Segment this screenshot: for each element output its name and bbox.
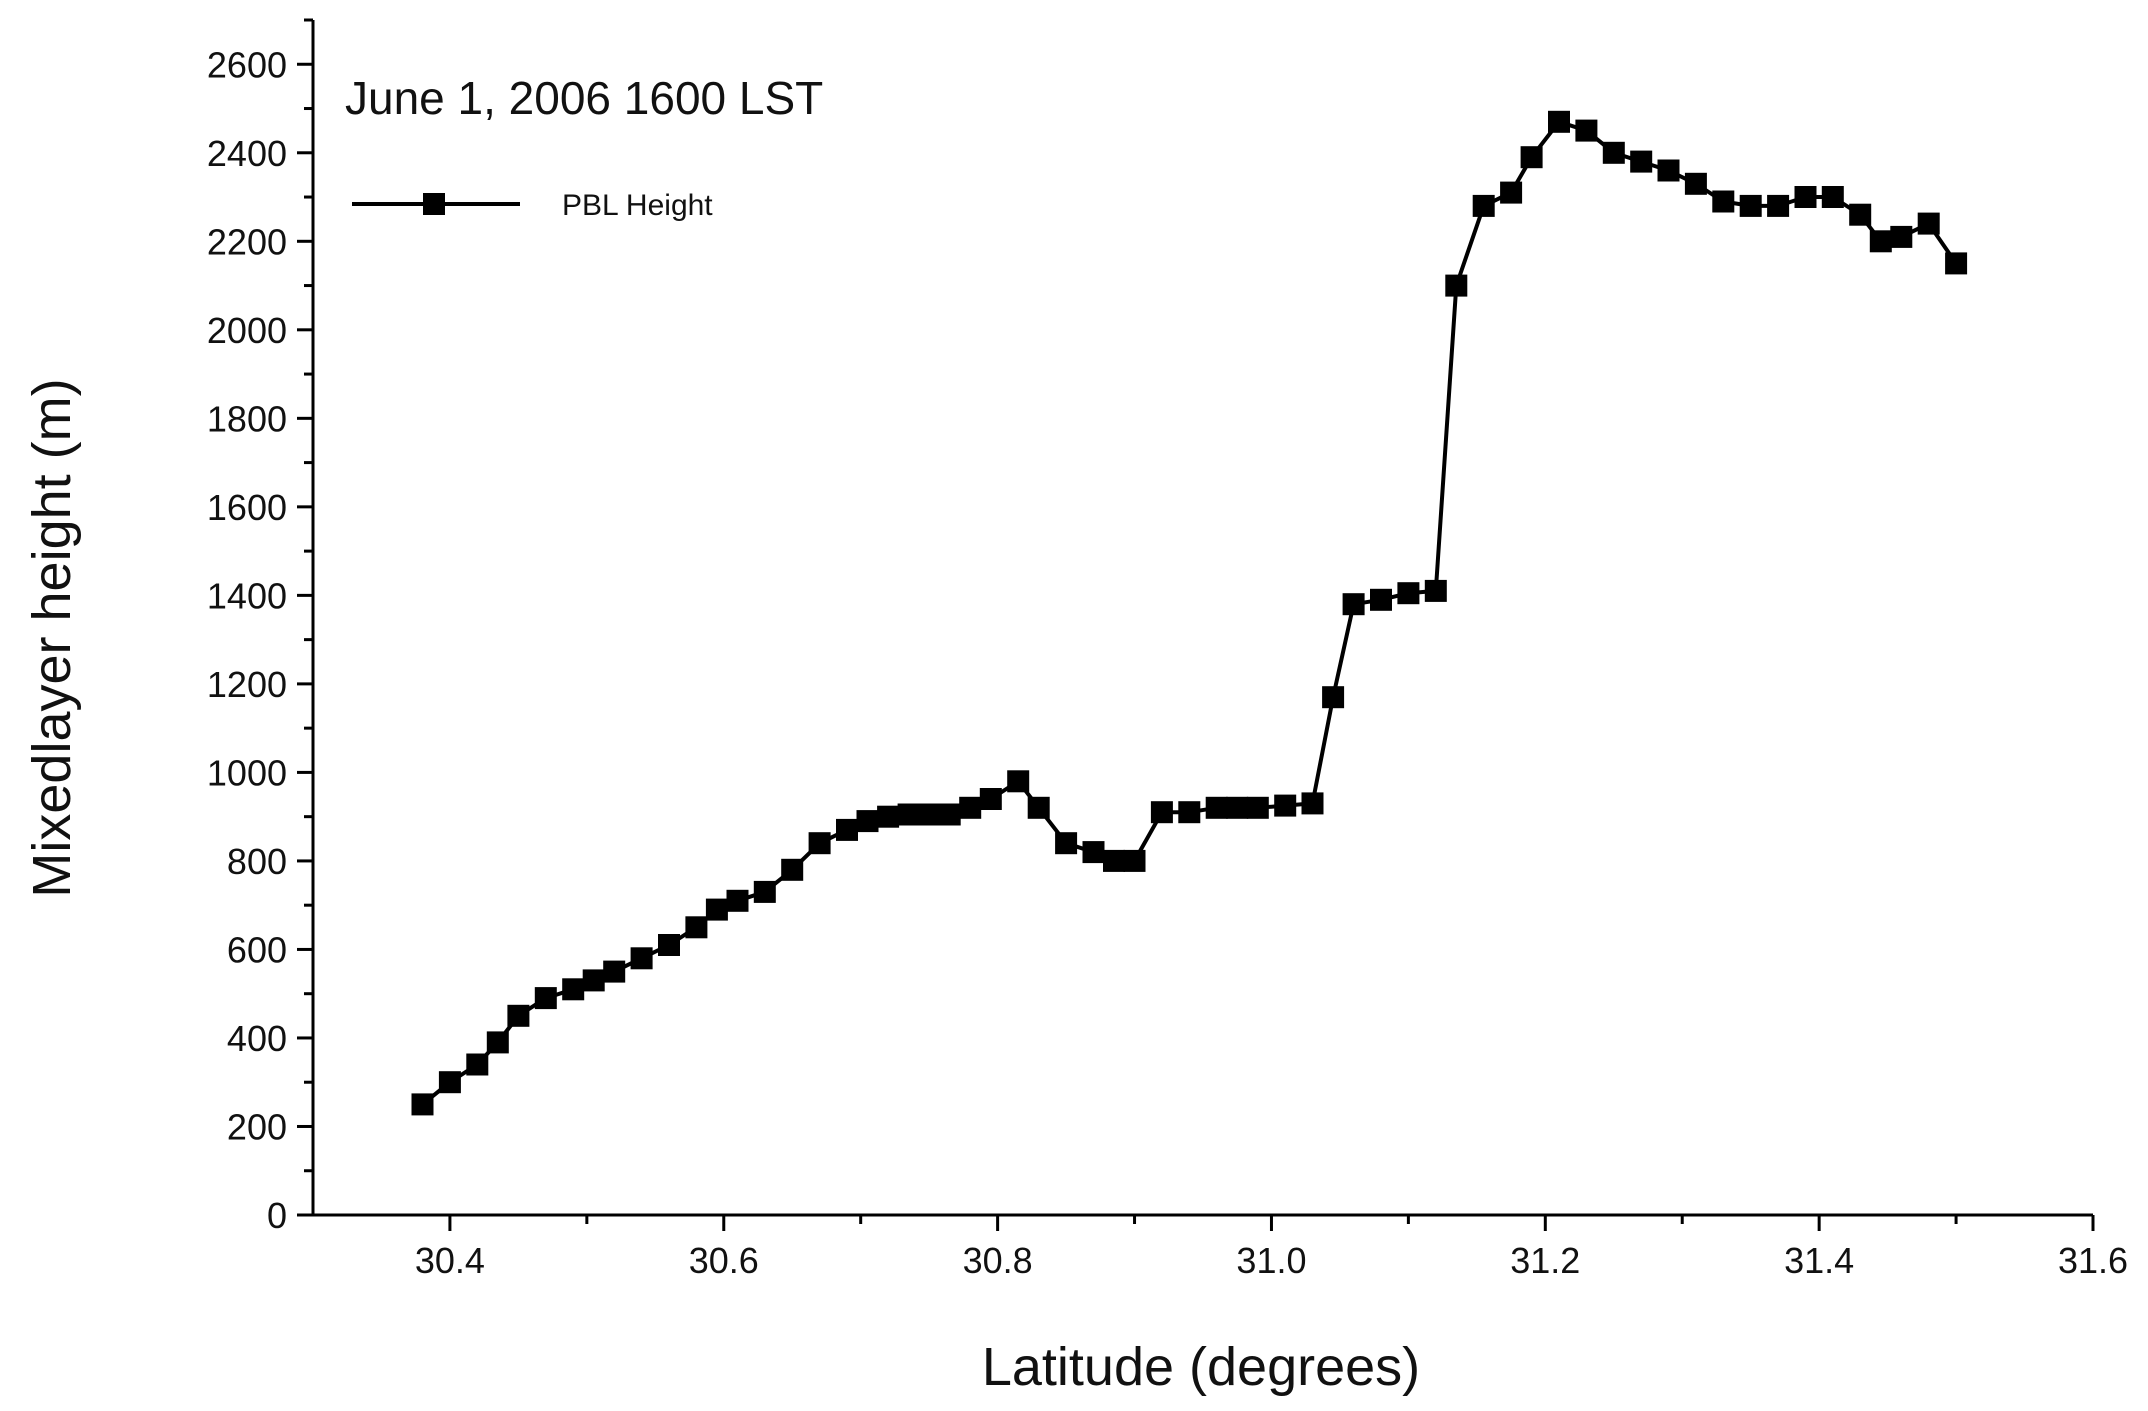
data-point-marker [1103, 849, 1125, 872]
data-point-marker [1821, 186, 1844, 208]
data-point-marker [486, 1031, 509, 1054]
data-point-marker [1246, 796, 1269, 819]
data-point-marker [1575, 119, 1598, 142]
data-point-marker [685, 916, 708, 939]
y-tick-label: 1200 [207, 664, 287, 705]
y-tick-label: 2400 [207, 133, 287, 174]
data-point-marker [1370, 588, 1392, 611]
data-point-marker [1007, 770, 1030, 793]
data-point-marker [1205, 796, 1228, 819]
data-point-marker [507, 1004, 530, 1027]
data-point-marker [1027, 796, 1050, 819]
data-point-marker [1945, 252, 1968, 275]
data-point-marker [781, 858, 804, 881]
data-point-marker [877, 805, 900, 828]
data-point-marker [1342, 593, 1365, 616]
y-tick-label: 2000 [207, 310, 287, 351]
data-point-marker [918, 803, 941, 826]
data-point-marker [534, 987, 557, 1010]
data-point-marker [1657, 159, 1680, 182]
data-point-marker [856, 810, 879, 833]
data-point-marker [1123, 849, 1146, 872]
data-point-marker [1082, 841, 1105, 864]
data-point-marker [726, 889, 749, 912]
x-tick-label: 31.4 [1784, 1240, 1854, 1281]
data-point-marker [1322, 686, 1345, 709]
legend: PBL Height [352, 189, 713, 222]
x-axis-title: Latitude (degrees) [982, 1337, 1420, 1397]
data-point-marker [1917, 212, 1940, 235]
y-tick-label: 600 [227, 929, 287, 970]
data-point-marker [562, 978, 585, 1001]
data-point-marker [1424, 579, 1447, 602]
y-tick-label: 2200 [207, 221, 287, 262]
y-ticks: 0 200 400 600 800 1000 1200 1400 1600 1800 2000 220… [207, 18, 313, 1236]
y-tick-label: 1400 [207, 575, 287, 616]
data-point-marker [1520, 146, 1543, 169]
data-point-marker [582, 969, 605, 992]
data-point-marker [1794, 186, 1817, 208]
data-point-marker [411, 1093, 434, 1116]
y-tick-label: 1000 [207, 752, 287, 793]
data-point-marker [959, 796, 982, 819]
data-point-marker [1890, 225, 1913, 248]
data-point-marker [658, 934, 680, 956]
y-tick-label: 0 [267, 1195, 287, 1236]
data-point-marker [1684, 172, 1707, 195]
data-point-marker [1274, 794, 1297, 817]
series-markers [411, 110, 1968, 1116]
data-point-marker [1630, 150, 1653, 173]
data-point-marker [1472, 194, 1495, 217]
data-point-marker [466, 1053, 489, 1076]
data-point-marker [808, 832, 831, 855]
y-tick-label: 1600 [207, 487, 287, 528]
data-point-marker [979, 788, 1002, 810]
data-point-marker [938, 803, 961, 826]
axes: 30.4 30.6 30.8 31.0 31.2 31.4 31.6 0 200 400 600 8… [207, 18, 2128, 1281]
legend-marker-square [423, 193, 445, 215]
x-tick-label: 31.2 [1510, 1240, 1580, 1281]
data-point-marker [1869, 230, 1892, 253]
data-point-marker [753, 880, 776, 903]
data-point-marker [1226, 796, 1249, 819]
data-point-marker [1548, 110, 1570, 133]
x-tick-label: 31.0 [1236, 1240, 1306, 1281]
x-ticks: 30.4 30.6 30.8 31.0 31.2 31.4 31.6 [415, 1215, 2128, 1281]
data-point-marker [1397, 582, 1420, 605]
y-tick-label: 800 [227, 841, 287, 882]
data-point-marker [897, 803, 920, 826]
x-tick-label: 31.6 [2058, 1240, 2128, 1281]
data-point-marker [603, 960, 626, 983]
x-tick-label: 30.4 [415, 1240, 485, 1281]
data-point-marker [1739, 194, 1762, 217]
y-axis-title: Mixedlayer height (m) [22, 378, 82, 897]
data-point-marker [705, 898, 728, 921]
x-tick-label: 30.8 [963, 1240, 1033, 1281]
y-tick-label: 2600 [207, 44, 287, 85]
data-point-marker [1602, 141, 1625, 164]
chart-title: June 1, 2006 1600 LST [345, 72, 823, 124]
data-point-marker [1445, 274, 1468, 297]
data-point-marker [630, 947, 653, 970]
data-point-marker [1500, 181, 1523, 204]
data-point-marker [836, 818, 858, 841]
data-point-marker [1150, 801, 1173, 824]
y-tick-label: 400 [227, 1018, 287, 1059]
data-point-marker [1712, 190, 1735, 213]
data-point-marker [1767, 194, 1790, 217]
data-point-marker [1055, 832, 1078, 855]
data-point-marker [1849, 203, 1872, 226]
data-point-marker [1178, 801, 1201, 824]
plot-area [411, 110, 1968, 1116]
x-tick-label: 30.6 [689, 1240, 759, 1281]
y-tick-label: 200 [227, 1106, 287, 1147]
data-point-marker [1301, 792, 1324, 815]
y-tick-label: 1800 [207, 398, 287, 439]
data-point-marker [438, 1071, 461, 1094]
legend-label: PBL Height [562, 189, 713, 222]
